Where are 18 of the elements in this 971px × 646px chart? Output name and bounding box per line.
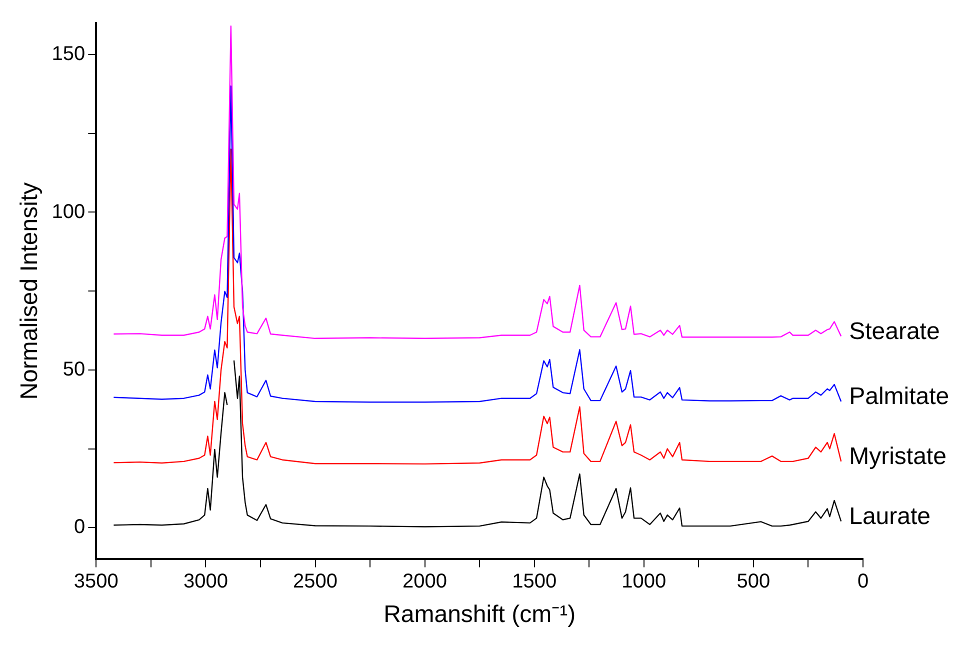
y-tick-label: 150 xyxy=(52,43,86,66)
y-tick-label: 50 xyxy=(62,358,86,380)
x-tick-label: 3000 xyxy=(183,570,228,593)
series-label: Stearate xyxy=(849,318,940,345)
x-tick-label: 2500 xyxy=(293,570,338,593)
y-tick-label: 0 xyxy=(74,516,86,538)
x-tick-label: 2000 xyxy=(402,570,448,593)
x-tick-label: 3500 xyxy=(74,570,118,593)
x-tick-label: 0 xyxy=(857,570,869,593)
x-tick-label: 500 xyxy=(736,570,770,593)
y-tick-label: 100 xyxy=(52,200,86,223)
series-label: Laurate xyxy=(849,502,930,530)
series-label: Palmitate xyxy=(849,383,950,410)
series-label: Myristate xyxy=(849,443,946,470)
x-tick-label: 1500 xyxy=(512,570,557,593)
x-axis-title: Ramanshift (cm⁻¹) xyxy=(384,601,576,628)
y-axis-title: Normalised Intensity xyxy=(16,182,44,400)
x-tick-label: 1000 xyxy=(622,570,666,593)
